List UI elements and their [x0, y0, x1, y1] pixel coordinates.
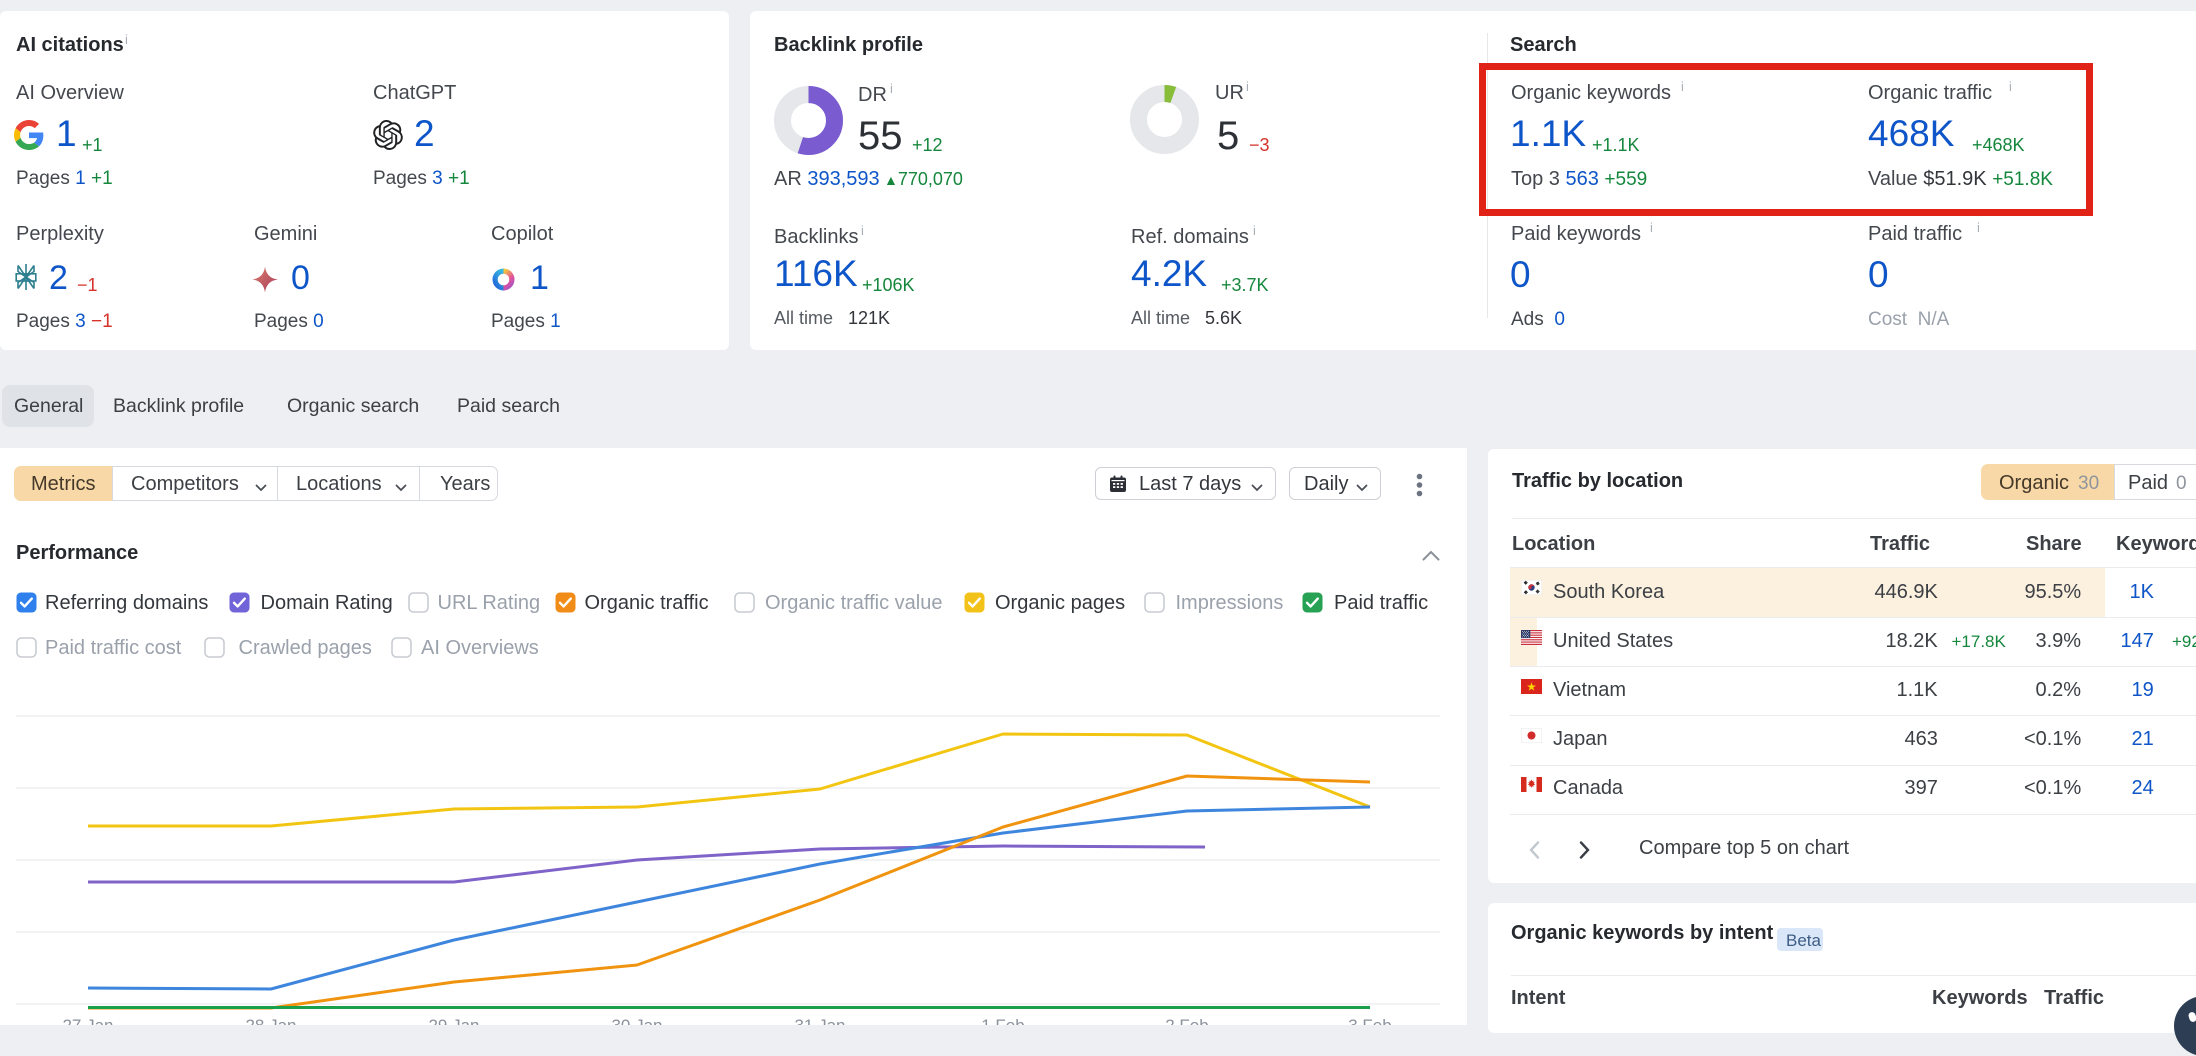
svg-text:29 Jan: 29 Jan: [428, 1016, 479, 1025]
svg-text:27 Jan: 27 Jan: [62, 1016, 113, 1025]
svg-text:2 Feb: 2 Feb: [1165, 1016, 1208, 1025]
svg-text:1 Feb: 1 Feb: [981, 1016, 1024, 1025]
svg-text:3 Feb: 3 Feb: [1348, 1016, 1391, 1025]
svg-text:31 Jan: 31 Jan: [794, 1016, 845, 1025]
svg-text:28 Jan: 28 Jan: [245, 1016, 296, 1025]
svg-text:30 Jan: 30 Jan: [611, 1016, 662, 1025]
